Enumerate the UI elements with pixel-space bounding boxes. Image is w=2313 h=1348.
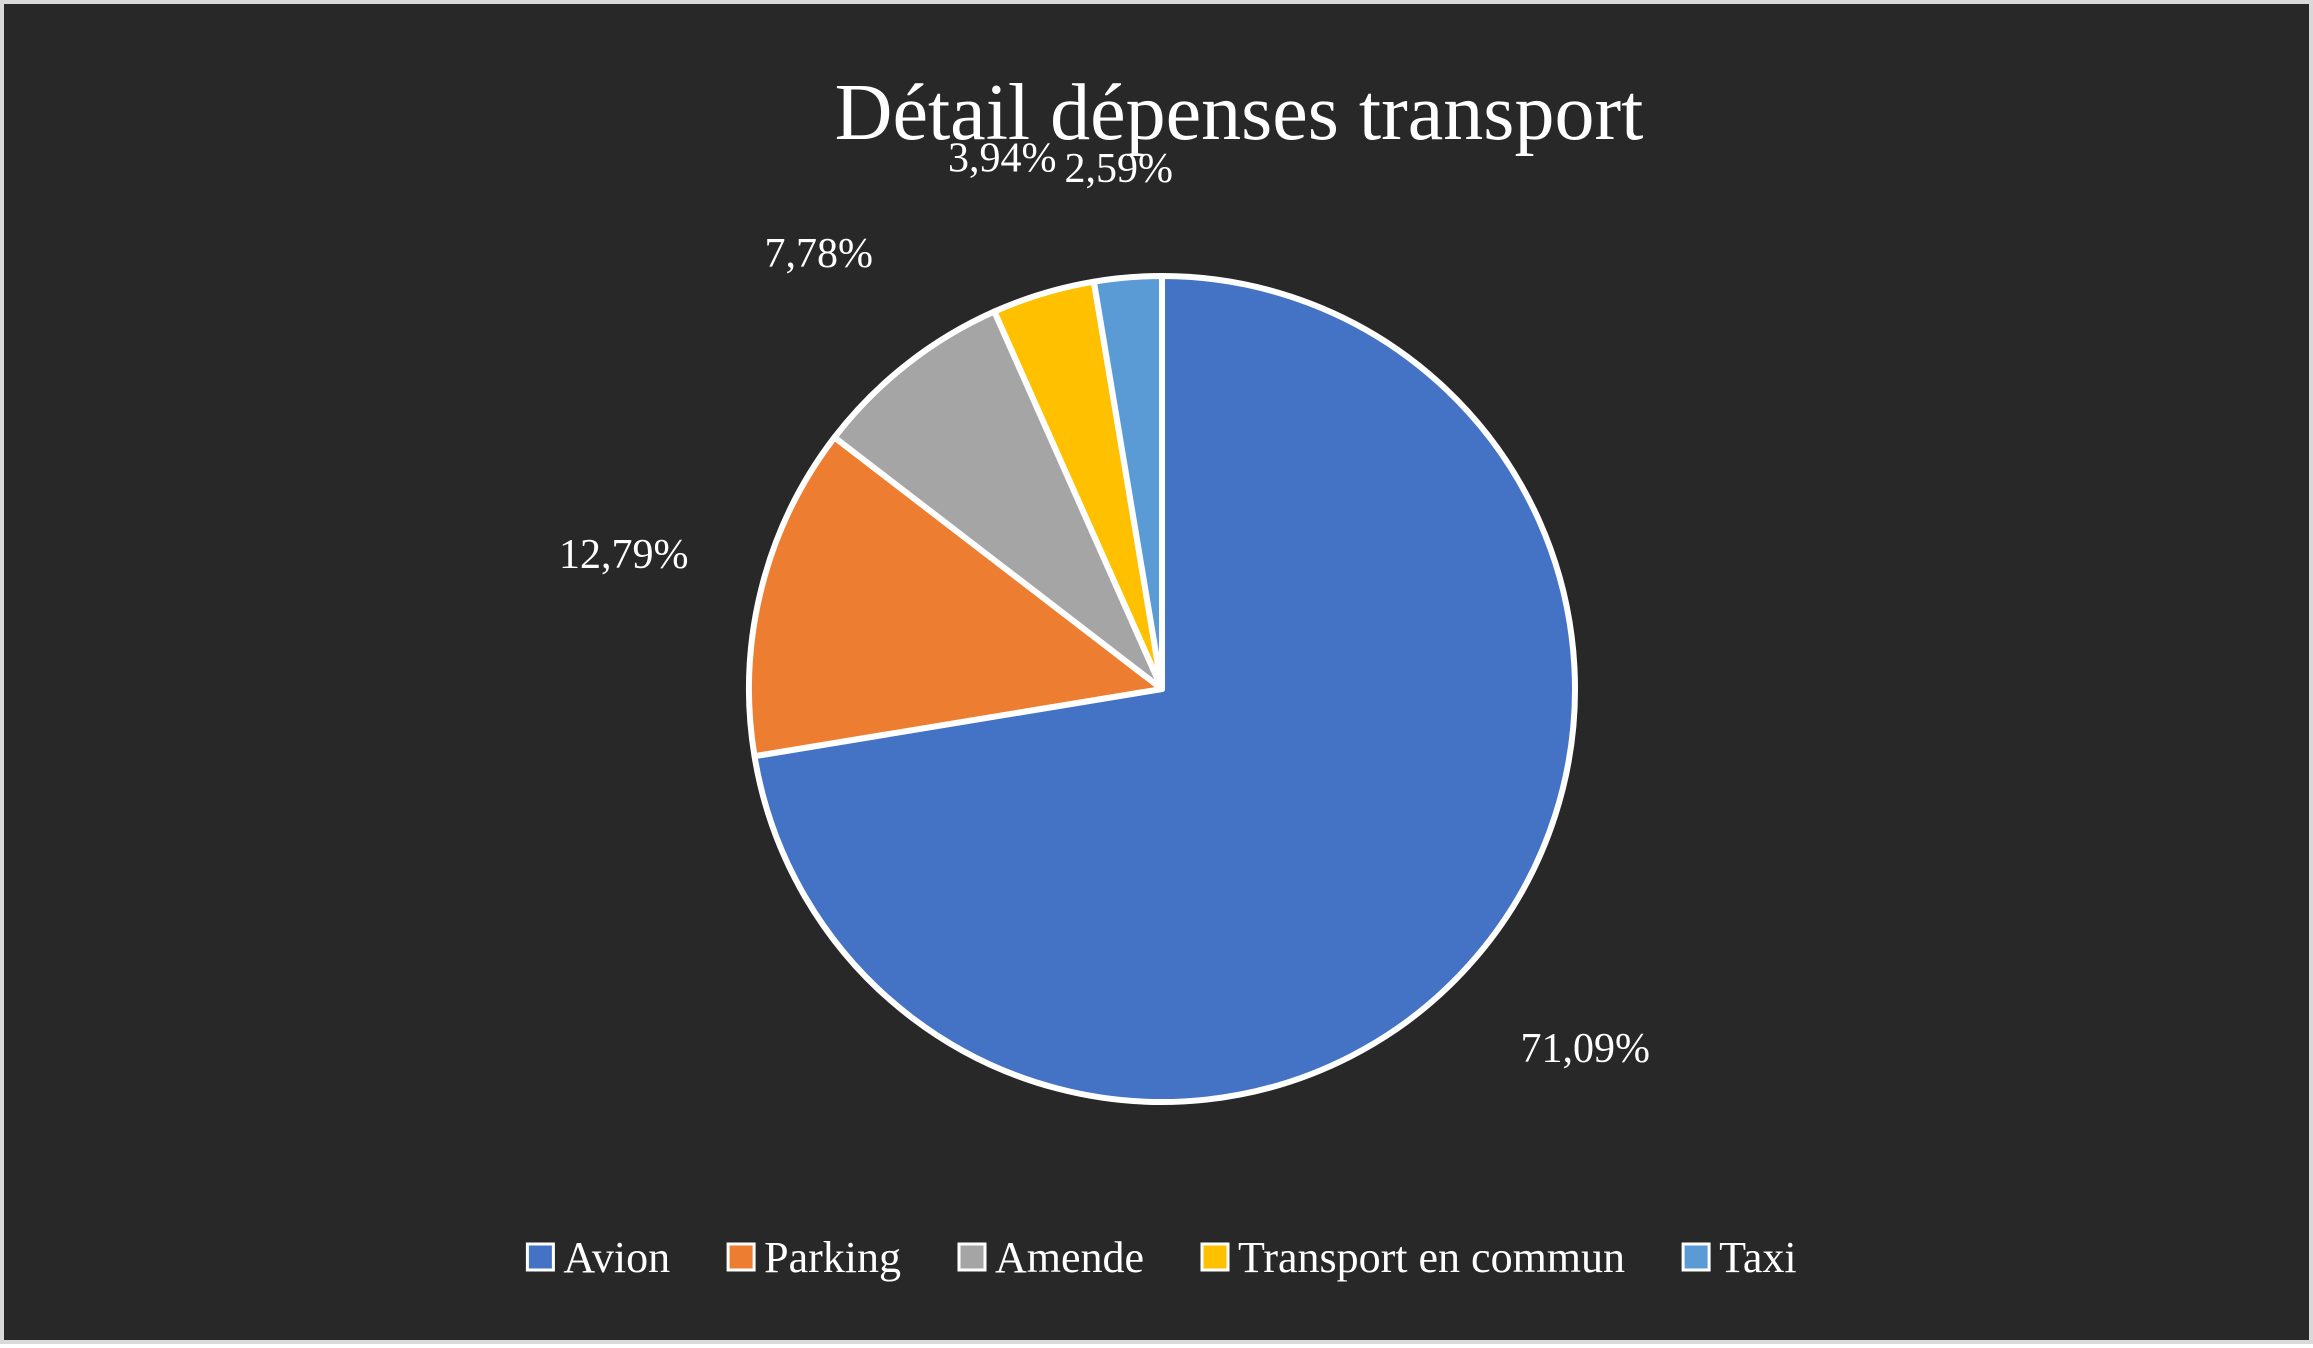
chart-title: Détail dépenses transport xyxy=(835,69,1644,157)
data-labels: 71,09% 12,79% 7,78% 3,94% 2,59% xyxy=(559,136,1650,1073)
legend-item-avion: Avion xyxy=(525,1233,670,1282)
legend-item-taxi: Taxi xyxy=(1681,1233,1797,1282)
legend-label-avion: Avion xyxy=(563,1233,670,1282)
pie-slice-taxi xyxy=(1090,273,1165,692)
data-label-parking: 12,79% xyxy=(559,532,689,578)
legend-swatch-amende xyxy=(957,1242,987,1272)
data-label-amende: 7,78% xyxy=(765,231,874,277)
legend-item-parking: Parking xyxy=(726,1233,901,1282)
legend-label-transport-en-commun: Transport en commun xyxy=(1238,1233,1625,1282)
pie-slice-parking xyxy=(746,434,1165,760)
legend: Avion Parking Amende Transport en commun Tax… xyxy=(525,1233,1797,1282)
legend-item-amende: Amende xyxy=(957,1233,1144,1282)
legend-swatch-taxi xyxy=(1681,1242,1711,1272)
legend-label-amende: Amende xyxy=(995,1233,1144,1282)
legend-label-parking: Parking xyxy=(764,1233,901,1282)
legend-swatch-avion xyxy=(525,1242,555,1272)
pie-slices xyxy=(746,273,1578,1105)
data-label-taxi: 2,59% xyxy=(1064,146,1173,192)
data-label-transport-en-commun: 3,94% xyxy=(948,136,1057,182)
legend-swatch-transport-en-commun xyxy=(1200,1242,1230,1272)
legend-label-taxi: Taxi xyxy=(1719,1233,1797,1282)
legend-swatch-parking xyxy=(726,1242,756,1272)
pie-chart: Détail dépenses transport 71,09% 12,79% 7,… xyxy=(525,69,1797,1282)
data-label-avion: 71,09% xyxy=(1520,1026,1650,1072)
pie-slice-amende xyxy=(831,308,1165,692)
legend-item-transport-en-commun: Transport en commun xyxy=(1200,1233,1625,1282)
